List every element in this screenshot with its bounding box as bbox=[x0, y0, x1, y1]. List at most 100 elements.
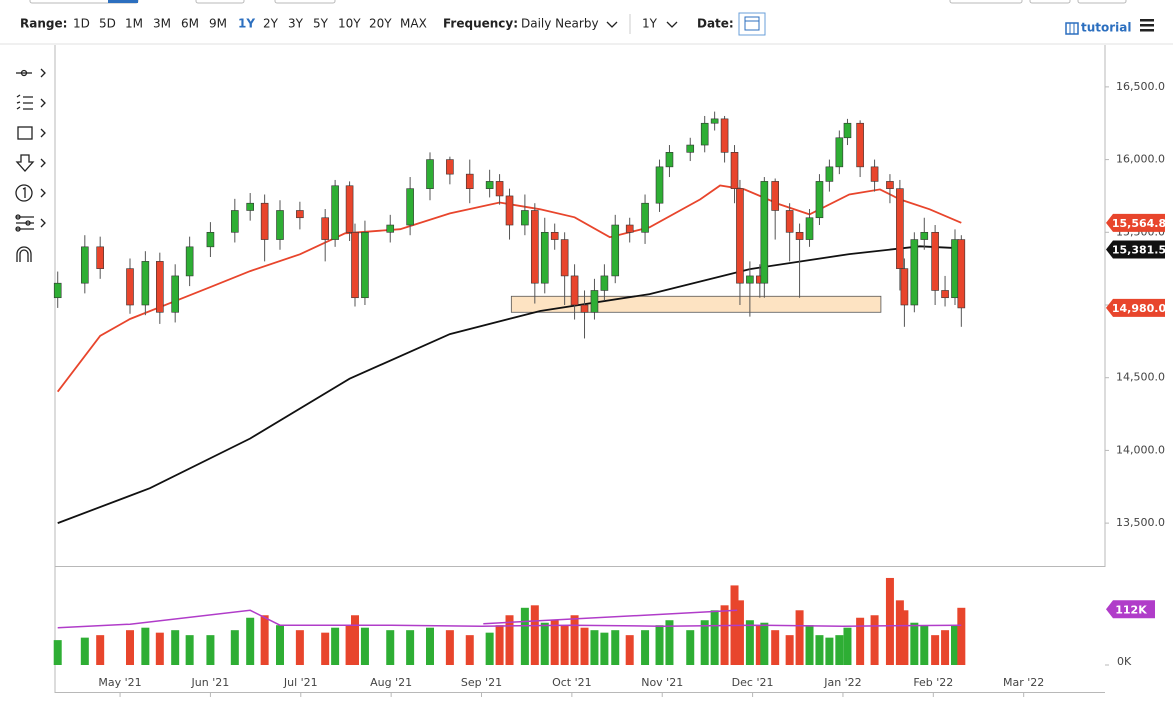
candle-body bbox=[580, 304, 589, 313]
range-button[interactable]: 10Y bbox=[338, 17, 361, 31]
candle-body bbox=[590, 290, 599, 313]
candle-body bbox=[446, 159, 454, 175]
tool-crosshair[interactable] bbox=[16, 68, 46, 78]
volume-bar bbox=[700, 620, 709, 665]
volume-bar bbox=[895, 600, 904, 665]
volume-bar bbox=[485, 632, 494, 665]
volume-bar bbox=[771, 630, 780, 665]
range-button[interactable]: 3M bbox=[153, 17, 171, 31]
candle-body bbox=[825, 166, 834, 182]
candle-body bbox=[870, 166, 879, 182]
volume-bar bbox=[885, 577, 894, 665]
candle-body bbox=[710, 118, 719, 124]
volume-bar bbox=[206, 635, 215, 665]
candle-body bbox=[730, 152, 739, 189]
candle-body bbox=[900, 268, 909, 306]
range-button[interactable]: 20Y bbox=[369, 17, 392, 31]
volume-bar bbox=[755, 625, 764, 665]
moving-average-badge bbox=[1106, 240, 1165, 259]
y-tick-label: 13,500.0 bbox=[1116, 516, 1165, 529]
candle-body bbox=[361, 231, 369, 299]
volume-bar bbox=[465, 635, 474, 665]
volume-bar bbox=[625, 635, 634, 665]
volume-bar bbox=[345, 625, 354, 665]
candle-body bbox=[700, 122, 709, 146]
candle-body bbox=[246, 202, 254, 211]
range-button[interactable]: 1Y bbox=[238, 17, 255, 31]
candle-body bbox=[736, 188, 744, 284]
volume-bar bbox=[550, 620, 559, 665]
candle-body bbox=[805, 217, 814, 240]
tool-shape[interactable] bbox=[17, 126, 46, 140]
volume-bar bbox=[843, 627, 852, 665]
chevron bbox=[666, 21, 678, 28]
volume-bar bbox=[321, 632, 330, 665]
range-button[interactable]: 5D bbox=[99, 17, 116, 31]
candle-body bbox=[910, 239, 919, 306]
tool-arrow[interactable] bbox=[15, 154, 46, 172]
candle-body bbox=[570, 275, 579, 306]
candle-body bbox=[331, 185, 339, 240]
x-tick-label: Jun '21 bbox=[191, 676, 230, 689]
candle-body bbox=[655, 166, 664, 204]
candle-body bbox=[835, 137, 844, 168]
tutorial-link[interactable]: tutorial bbox=[1081, 21, 1132, 35]
candle-body bbox=[505, 195, 514, 226]
moving-average-badge bbox=[1106, 213, 1165, 232]
calendar-button[interactable] bbox=[738, 12, 766, 36]
volume-bar bbox=[230, 630, 239, 665]
tutorial-icon bbox=[1065, 22, 1079, 35]
candle-body bbox=[611, 224, 620, 277]
range-button[interactable]: MAX bbox=[400, 17, 427, 31]
range-button[interactable]: 1M bbox=[125, 17, 143, 31]
moving-average-badge-label: 15,381.5 bbox=[1112, 244, 1166, 257]
candle-body bbox=[260, 202, 269, 240]
range-button[interactable]: 6M bbox=[181, 17, 199, 31]
frequency-select[interactable]: Daily Nearby bbox=[521, 17, 599, 31]
candle-body bbox=[815, 181, 824, 219]
volume-bar bbox=[590, 630, 599, 665]
volume-bar bbox=[870, 615, 879, 665]
volume-bar bbox=[171, 630, 180, 665]
tool-fib[interactable] bbox=[15, 214, 46, 232]
candle-body bbox=[540, 231, 549, 284]
x-tick-label: Jul '21 bbox=[283, 676, 318, 689]
volume-bar bbox=[570, 615, 579, 665]
date-label: Date: bbox=[697, 17, 734, 31]
range-button[interactable]: 3Y bbox=[288, 17, 304, 31]
candle-body bbox=[920, 231, 929, 240]
volume-bar bbox=[505, 615, 514, 665]
volume-bar bbox=[80, 637, 89, 665]
moving-average-badge-label: 15,564.8 bbox=[1112, 217, 1166, 230]
tool-count[interactable] bbox=[15, 184, 46, 202]
x-tick-label: Jan '22 bbox=[823, 676, 861, 689]
menu-button[interactable] bbox=[1140, 19, 1154, 32]
candle-body bbox=[686, 144, 695, 153]
range-button[interactable]: 1D bbox=[73, 17, 90, 31]
candle-body bbox=[641, 202, 649, 233]
range-button[interactable]: 5Y bbox=[313, 17, 329, 31]
period-select[interactable]: 1Y bbox=[642, 17, 658, 31]
volume-bar bbox=[185, 635, 194, 665]
y-tick-label: 16,500.0 bbox=[1116, 80, 1165, 93]
range-button[interactable]: 2Y bbox=[263, 17, 279, 31]
candle-body bbox=[600, 275, 609, 291]
x-tick-label: May '21 bbox=[98, 676, 141, 689]
tool-lines[interactable] bbox=[16, 94, 46, 110]
candle-body bbox=[171, 275, 179, 313]
tool-magnet[interactable] bbox=[16, 246, 32, 262]
candle-body bbox=[96, 246, 104, 269]
candle-body bbox=[321, 217, 329, 240]
candle-body bbox=[495, 181, 504, 197]
volume-bar bbox=[900, 610, 909, 665]
range-button[interactable]: 9M bbox=[209, 17, 227, 31]
x-tick-label: Nov '21 bbox=[641, 676, 683, 689]
volume-bar bbox=[805, 625, 814, 665]
y-tick-label: 14,000.0 bbox=[1116, 443, 1165, 456]
volume-bar bbox=[295, 630, 304, 665]
volume-bar bbox=[910, 622, 919, 665]
volume-bar bbox=[856, 617, 865, 665]
volume-badge bbox=[1106, 600, 1155, 619]
